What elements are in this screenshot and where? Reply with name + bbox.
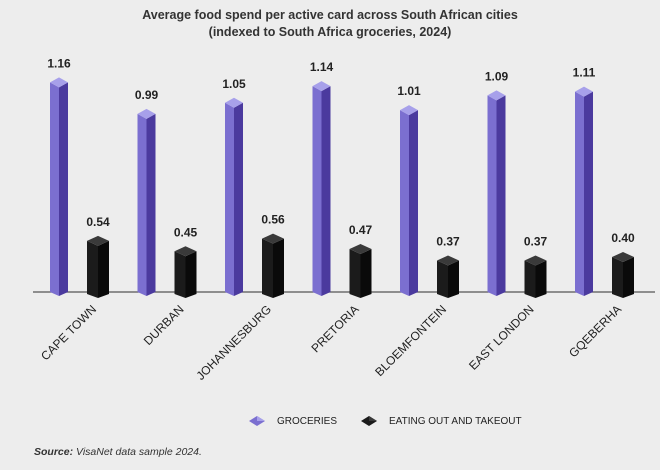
data-label-eating-out-bloemfontein: 0.37 bbox=[436, 234, 460, 248]
bar-eating-out-pretoria bbox=[349, 243, 372, 298]
bar-eating-out-gqeberha bbox=[612, 252, 634, 298]
bar-groceries-johannesburg bbox=[225, 97, 243, 296]
category-label-johannesburg: JOHANNESBURG bbox=[194, 302, 275, 383]
legend: GROCERIES EATING OUT AND TAKEOUT bbox=[0, 414, 660, 432]
legend-swatch-groceries bbox=[249, 416, 265, 426]
data-label-eating-out-pretoria: 0.47 bbox=[349, 223, 373, 237]
chart-title-line2: (indexed to South Africa groceries, 2024… bbox=[208, 25, 452, 39]
legend-item-groceries: GROCERIES bbox=[245, 414, 337, 428]
data-label-groceries-johannesburg: 1.05 bbox=[222, 77, 246, 91]
legend-swatch-eating-out bbox=[361, 416, 377, 426]
chart-title: Average food spend per active card acros… bbox=[0, 7, 660, 41]
bar-chart: 1.16 0.54 CAPE TOWN 0.99 0.45 DURBAN 1.05 0.56 J… bbox=[33, 56, 655, 383]
legend-label-eating-out: EATING OUT AND TAKEOUT bbox=[389, 415, 522, 427]
data-label-groceries-durban: 0.99 bbox=[135, 88, 159, 102]
bar-eating-out-johannesburg bbox=[262, 233, 284, 298]
data-label-groceries-pretoria: 1.14 bbox=[310, 60, 334, 74]
data-label-groceries-east-london: 1.09 bbox=[485, 69, 509, 83]
source-note: Source: VisaNet data sample 2024. bbox=[34, 446, 202, 458]
data-label-eating-out-gqeberha: 0.40 bbox=[611, 231, 635, 245]
category-label-gqeberha: GQEBERHA bbox=[566, 302, 624, 360]
source-text: VisaNet data sample 2024. bbox=[76, 446, 202, 458]
data-label-eating-out-johannesburg: 0.56 bbox=[261, 213, 285, 227]
category-label-cape-town: CAPE TOWN bbox=[38, 302, 99, 363]
bar-eating-out-durban bbox=[174, 246, 197, 298]
category-label-pretoria: PRETORIA bbox=[308, 302, 361, 355]
source-label: Source: bbox=[34, 446, 74, 458]
bar-groceries-bloemfontein bbox=[400, 105, 418, 297]
category-label-bloemfontein: BLOEMFONTEIN bbox=[372, 302, 449, 379]
data-label-eating-out-east-london: 0.37 bbox=[524, 234, 548, 248]
data-label-groceries-gqeberha: 1.11 bbox=[573, 66, 596, 80]
data-label-groceries-bloemfontein: 1.01 bbox=[397, 84, 421, 98]
legend-item-eating-out: EATING OUT AND TAKEOUT bbox=[357, 414, 522, 428]
bar-groceries-gqeberha bbox=[575, 86, 593, 297]
category-label-east-london: EAST LONDON bbox=[466, 302, 537, 373]
bar-eating-out-bloemfontein bbox=[437, 255, 459, 298]
bar-eating-out-cape-town bbox=[87, 235, 109, 298]
bar-groceries-pretoria bbox=[312, 81, 331, 296]
bar-eating-out-east-london bbox=[524, 255, 547, 298]
legend-label-groceries: GROCERIES bbox=[277, 415, 338, 427]
category-label-durban: DURBAN bbox=[141, 302, 187, 348]
data-label-groceries-cape-town: 1.16 bbox=[47, 56, 71, 70]
bar-groceries-east-london bbox=[487, 90, 506, 296]
chart-title-line1: Average food spend per active card acros… bbox=[142, 8, 518, 22]
data-label-eating-out-cape-town: 0.54 bbox=[86, 215, 110, 229]
data-label-eating-out-durban: 0.45 bbox=[174, 225, 198, 239]
bar-groceries-durban bbox=[137, 108, 156, 296]
bar-groceries-cape-town bbox=[50, 77, 68, 297]
